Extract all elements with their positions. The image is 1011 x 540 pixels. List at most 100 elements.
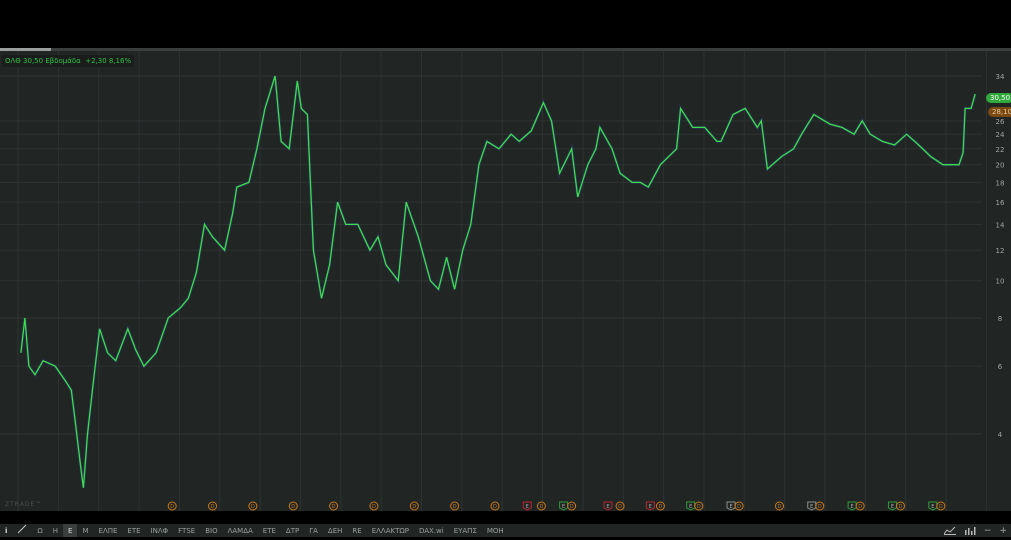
earnings-marker-letter: E [931,504,934,510]
price: 30,50 [23,57,44,65]
dividend-marker-letter: D [618,504,622,510]
symbol-tab[interactable]: Η [52,527,59,535]
dividend-marker-icon [167,501,177,511]
info-button[interactable]: i [5,527,8,535]
dividend-marker-icon [815,501,825,511]
price-chart[interactable]: 3426242220181614121086420022003200420052… [0,51,1011,511]
last-price-badge: 30,50 [986,93,1011,103]
dividend-marker-icon [208,501,218,511]
y-tick-label: 12 [996,247,1005,255]
symbol-tab[interactable]: ΒΙΟ [205,527,218,535]
y-tick-label: 26 [996,118,1005,126]
loading-progress-bar [0,48,1011,51]
dividend-marker-letter: D [493,504,497,510]
dividend-marker-icon [734,501,744,511]
earnings-marker-icon [522,501,532,511]
earnings-marker-icon [686,501,696,511]
dividend-marker-letter: D [211,504,215,510]
line-chart-icon[interactable] [943,526,956,535]
dividend-marker-letter: D [332,504,336,510]
previous-price-badge: 28,10 [988,107,1011,117]
zoom-in-button[interactable]: + [999,525,1007,536]
earnings-marker-letter: E [562,504,565,510]
symbol-tab[interactable]: ΕΛΛΑΚΤΩΡ [371,527,409,535]
dividend-marker-icon [248,501,258,511]
dividend-marker-letter: D [412,504,416,510]
earnings-marker-letter: E [689,504,692,510]
dividend-marker-icon [567,501,577,511]
symbol-tab[interactable]: ΔΕΗ [327,527,343,535]
symbol-tab[interactable]: ΓΑ [309,527,318,535]
toolbar-right: − + [943,524,1007,537]
symbol: ΟΛΘ [5,57,21,65]
symbol-tab[interactable]: ΙΝΛΦ [150,527,169,535]
draw-line-tool[interactable] [12,524,32,537]
y-tick-label: 8 [998,315,1002,323]
symbol-tab[interactable]: ΕΤΕ [127,527,141,535]
y-tick-label: 24 [996,131,1005,139]
change: +2,30 8,16% [85,57,132,65]
dividend-marker-letter: D [170,504,174,510]
dividend-marker-icon [490,501,500,511]
top-black-bar [0,0,1011,48]
earnings-marker-icon [726,501,736,511]
chart-legend: ΟΛΘ 30,50 Εβδομάδα +2,30 8,16% [2,55,135,67]
dividend-marker-letter: D [737,504,741,510]
earnings-marker-icon [807,501,817,511]
earnings-marker-letter: E [851,504,854,510]
dividend-marker-icon [450,501,460,511]
chart-svg[interactable]: 3426242220181614121086420022003200420052… [0,51,1011,511]
earnings-marker-icon [603,501,613,511]
earnings-marker-icon [559,501,569,511]
dividend-marker-icon [936,501,946,511]
symbol-tab[interactable]: ΔΤΡ [285,527,300,535]
symbol-tab[interactable]: Ω [37,527,43,535]
symbol-tab[interactable]: ΕΛΠΕ [98,527,118,535]
dividend-marker-icon [896,501,906,511]
symbol-tab[interactable]: FTSE [178,527,196,535]
dividend-marker-icon [288,501,298,511]
y-tick-label: 16 [996,199,1005,207]
high-low-band [19,75,977,488]
zoom-out-button[interactable]: − [983,525,992,536]
dividend-marker-letter: D [778,504,782,510]
y-tick-label: 18 [996,179,1005,187]
symbol-tab[interactable]: ΕΥΑΠΣ [453,527,477,535]
earnings-marker-letter: E [606,504,609,510]
dividend-marker-icon [615,501,625,511]
dividend-marker-letter: D [570,504,574,510]
symbol-tab[interactable]: Ε [63,524,78,537]
symbol-tab[interactable]: ΛΑΜΔΑ [227,527,253,535]
dividend-marker-icon [329,501,339,511]
y-tick-label: 20 [996,162,1005,170]
symbol-tab[interactable]: ΕΤΕ [262,527,276,535]
dividend-marker-letter: D [453,504,457,510]
symbol-tab[interactable]: ΜΟΗ [486,527,504,535]
earnings-marker-letter: E [526,504,529,510]
earnings-marker-letter: E [649,504,652,510]
dividend-marker-letter: D [939,504,943,510]
dividend-marker-letter: D [291,504,295,510]
y-tick-label: 10 [996,278,1005,286]
price-line [20,75,976,488]
dividend-marker-icon [774,501,784,511]
dividend-marker-letter: D [251,504,255,510]
earnings-marker-letter: E [729,504,732,510]
symbol-tab[interactable]: Μ [82,527,89,535]
bottom-toolbar: i Ω Η Ε Μ ΕΛΠΕ ΕΤΕ ΙΝΛΦ FTSE ΒΙΟ ΛΑΜΔΑ ΕΤΕ ΔΤΡ ΓΑ ΔΕΗ… [0,524,1011,537]
y-tick-label: 14 [996,221,1005,229]
bar-chart-icon[interactable] [964,526,976,535]
dividend-marker-letter: D [697,504,701,510]
earnings-marker-icon [887,501,897,511]
symbol-tab[interactable]: DAX.wi [418,527,444,535]
dividend-marker-letter: D [858,504,862,510]
y-tick-label: 34 [996,73,1005,81]
y-tick-label: 6 [998,363,1003,371]
symbol-tab[interactable]: RE [352,527,362,535]
watermark-logo: ZTRADE™ [5,501,43,508]
dividend-marker-letter: D [899,504,903,510]
dividend-marker-icon [694,501,704,511]
earnings-marker-letter: E [810,504,813,510]
earnings-marker-icon [928,501,938,511]
dividend-marker-icon [409,501,419,511]
